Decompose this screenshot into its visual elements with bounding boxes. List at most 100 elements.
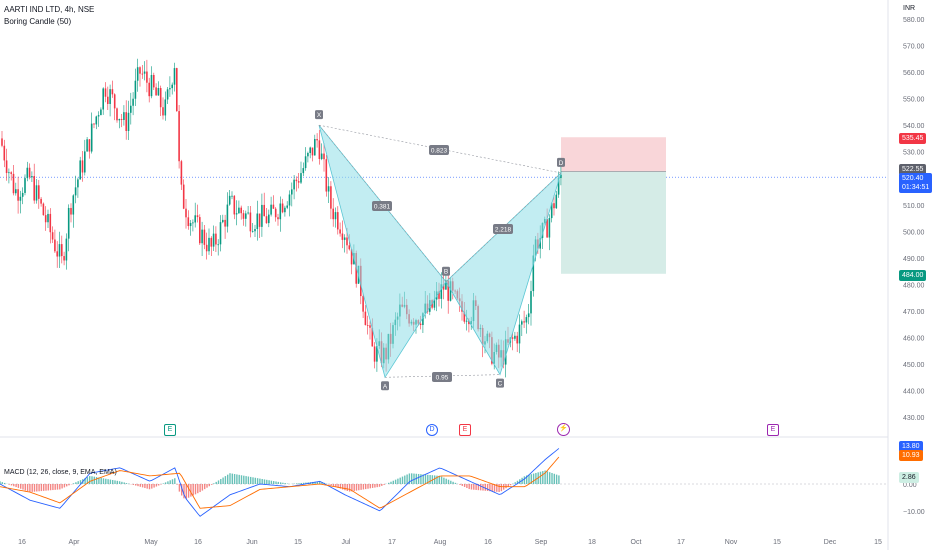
macd-histogram-bar	[500, 484, 503, 492]
xabcd-pattern[interactable]: X A B C D 0.823 0.381 2.218 0.95	[315, 110, 565, 391]
last-price-badge: 520.40 01:34:51	[899, 173, 932, 193]
candle-body	[15, 189, 17, 194]
candle-body	[97, 115, 100, 117]
time-tick-label: 18	[588, 539, 596, 546]
candle-body	[77, 179, 79, 188]
split-event-icon[interactable]: ⚡	[557, 423, 570, 436]
candle-body	[47, 213, 49, 223]
risk-reward-zones[interactable]	[561, 137, 666, 274]
macd-histogram-bar	[238, 474, 240, 484]
candle-body	[318, 140, 321, 159]
macd-histogram-bar	[206, 484, 208, 488]
macd-histogram-bar	[355, 484, 358, 491]
candle-body	[465, 320, 468, 322]
candle-body	[364, 311, 367, 326]
candle-body	[189, 223, 192, 227]
candle-body	[102, 88, 104, 110]
macd-histogram-bar	[296, 483, 298, 484]
earnings-event-icon[interactable]: E	[164, 424, 176, 436]
macd-histogram-bar	[155, 484, 158, 487]
macd-histogram-bar	[480, 484, 482, 491]
macd-histogram-bar	[112, 479, 114, 484]
candle-body	[113, 94, 116, 109]
candle-body	[141, 73, 144, 75]
candle-body	[348, 245, 351, 250]
candle-body	[226, 204, 229, 227]
candle-body	[337, 212, 339, 230]
macd-histogram-bar	[72, 483, 75, 484]
candle-body	[169, 88, 171, 90]
macd-histogram-bar	[146, 484, 148, 489]
macd-histogram-bar	[461, 484, 463, 486]
candle-body	[468, 320, 470, 325]
macd-histogram-bar	[406, 474, 408, 484]
candle-body	[153, 74, 155, 88]
candle-body	[447, 280, 449, 301]
candle-body	[261, 204, 263, 227]
candle-body	[107, 96, 109, 104]
macd-histogram-bar	[135, 484, 137, 486]
macd-histogram-bar	[553, 473, 555, 484]
pattern-point-marker	[315, 110, 323, 120]
macd-histogram-bar	[144, 484, 146, 489]
macd-histogram-bar	[408, 473, 411, 484]
macd-histogram-bar	[176, 484, 178, 485]
pattern-ratio-label: 0.381	[374, 204, 391, 211]
candle-body	[155, 87, 157, 96]
macd-histogram-bar	[392, 480, 394, 484]
macd-histogram-bar	[371, 484, 374, 488]
macd-title[interactable]: MACD (12, 26, close, 9, EMA, EMA)	[4, 469, 117, 476]
candle-body	[21, 192, 24, 197]
macd-histogram-bar	[26, 484, 29, 492]
candle-body	[35, 185, 38, 201]
macd-histogram-bar	[171, 479, 174, 484]
price-tick-label: 580.00	[903, 17, 925, 24]
macd-histogram-bar	[194, 484, 197, 495]
macd-histogram-bar	[498, 484, 500, 493]
candle-body	[438, 291, 440, 299]
macd-histogram-bar	[93, 476, 95, 484]
macd-histogram-bar	[252, 477, 254, 484]
macd-histogram-bar	[263, 479, 266, 484]
macd-histogram-bar	[141, 484, 144, 488]
candle-body	[222, 219, 224, 223]
macd-histogram-bar	[0, 481, 1, 484]
candle-body	[146, 71, 148, 83]
candle-body	[307, 152, 309, 157]
macd-histogram-bar	[376, 484, 378, 488]
candle-body	[362, 296, 364, 312]
macd-histogram-bar	[38, 484, 40, 492]
candle-body	[12, 173, 15, 194]
macd-histogram-bar	[178, 484, 181, 492]
candle-body	[70, 207, 72, 215]
macd-histogram-bar	[199, 484, 201, 493]
macd-histogram-bar	[266, 479, 268, 484]
candle-body	[210, 237, 213, 247]
dividend-event-icon[interactable]: D	[426, 424, 438, 436]
candle-body	[350, 249, 353, 265]
pattern-ratio-line	[318, 124, 562, 174]
macd-histogram-bar	[229, 473, 231, 484]
macd-histogram-bar	[102, 478, 105, 484]
candle-body	[111, 89, 114, 95]
earnings-event-icon[interactable]: E	[459, 424, 471, 436]
macd-histogram-bar	[169, 480, 171, 484]
macd-histogram-bar	[148, 484, 151, 490]
earnings-event-icon[interactable]: E	[767, 424, 779, 436]
candle-body	[120, 119, 123, 120]
candle-body	[297, 181, 300, 183]
candle-body	[40, 198, 42, 204]
macd-histogram-bar	[275, 481, 277, 484]
macd-histogram-bar	[360, 484, 362, 490]
candle-body	[17, 189, 19, 201]
macd-histogram-bar	[84, 478, 86, 484]
indicator-label[interactable]: Boring Candle (50)	[4, 17, 72, 26]
macd-histogram-bar	[192, 484, 194, 496]
candle-body	[293, 179, 295, 190]
macd-histogram-bar	[555, 474, 558, 484]
macd-histogram-bar	[197, 484, 199, 494]
candle-body	[463, 311, 466, 322]
macd-histogram-bar	[535, 472, 537, 484]
macd-histogram-bar	[250, 476, 252, 484]
